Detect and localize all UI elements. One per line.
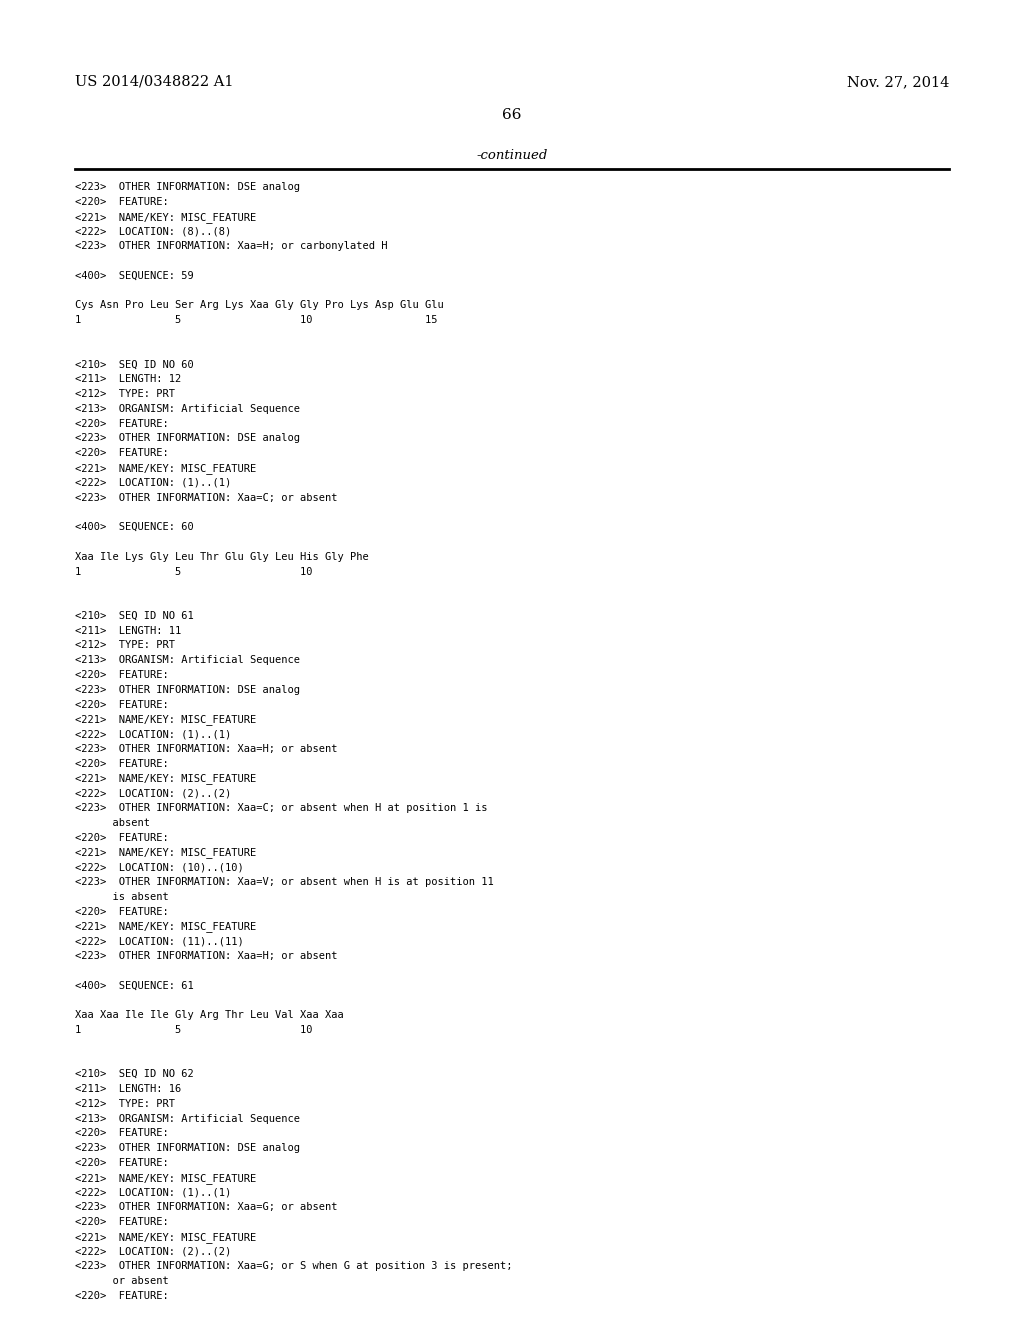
Text: or absent: or absent [75, 1276, 169, 1286]
Text: Xaa Ile Lys Gly Leu Thr Glu Gly Leu His Gly Phe: Xaa Ile Lys Gly Leu Thr Glu Gly Leu His … [75, 552, 369, 562]
Text: <212>  TYPE: PRT: <212> TYPE: PRT [75, 1098, 175, 1109]
Text: <223>  OTHER INFORMATION: DSE analog: <223> OTHER INFORMATION: DSE analog [75, 1143, 300, 1154]
Text: <223>  OTHER INFORMATION: Xaa=G; or S when G at position 3 is present;: <223> OTHER INFORMATION: Xaa=G; or S whe… [75, 1262, 512, 1271]
Text: Nov. 27, 2014: Nov. 27, 2014 [847, 75, 949, 88]
Text: <212>  TYPE: PRT: <212> TYPE: PRT [75, 389, 175, 399]
Text: <223>  OTHER INFORMATION: Xaa=G; or absent: <223> OTHER INFORMATION: Xaa=G; or absen… [75, 1203, 337, 1212]
Text: Xaa Xaa Ile Ile Gly Arg Thr Leu Val Xaa Xaa: Xaa Xaa Ile Ile Gly Arg Thr Leu Val Xaa … [75, 1010, 343, 1020]
Text: <213>  ORGANISM: Artificial Sequence: <213> ORGANISM: Artificial Sequence [75, 1114, 300, 1123]
Text: <222>  LOCATION: (1)..(1): <222> LOCATION: (1)..(1) [75, 1188, 231, 1197]
Text: <220>  FEATURE:: <220> FEATURE: [75, 1129, 169, 1138]
Text: <221>  NAME/KEY: MISC_FEATURE: <221> NAME/KEY: MISC_FEATURE [75, 774, 256, 784]
Text: <220>  FEATURE:: <220> FEATURE: [75, 759, 169, 768]
Text: 1               5                   10: 1 5 10 [75, 566, 312, 577]
Text: <223>  OTHER INFORMATION: Xaa=H; or absent: <223> OTHER INFORMATION: Xaa=H; or absen… [75, 744, 337, 754]
Text: <220>  FEATURE:: <220> FEATURE: [75, 1217, 169, 1228]
Text: <221>  NAME/KEY: MISC_FEATURE: <221> NAME/KEY: MISC_FEATURE [75, 211, 256, 223]
Text: <221>  NAME/KEY: MISC_FEATURE: <221> NAME/KEY: MISC_FEATURE [75, 1172, 256, 1184]
Text: US 2014/0348822 A1: US 2014/0348822 A1 [75, 75, 233, 88]
Text: <222>  LOCATION: (11)..(11): <222> LOCATION: (11)..(11) [75, 936, 244, 946]
Text: <223>  OTHER INFORMATION: DSE analog: <223> OTHER INFORMATION: DSE analog [75, 182, 300, 193]
Text: <223>  OTHER INFORMATION: Xaa=C; or absent: <223> OTHER INFORMATION: Xaa=C; or absen… [75, 492, 337, 503]
Text: <210>  SEQ ID NO 61: <210> SEQ ID NO 61 [75, 611, 194, 620]
Text: <210>  SEQ ID NO 62: <210> SEQ ID NO 62 [75, 1069, 194, 1080]
Text: <220>  FEATURE:: <220> FEATURE: [75, 700, 169, 710]
Text: <223>  OTHER INFORMATION: Xaa=H; or carbonylated H: <223> OTHER INFORMATION: Xaa=H; or carbo… [75, 242, 387, 251]
Text: <221>  NAME/KEY: MISC_FEATURE: <221> NAME/KEY: MISC_FEATURE [75, 1232, 256, 1242]
Text: 1               5                   10: 1 5 10 [75, 1024, 312, 1035]
Text: <400>  SEQUENCE: 61: <400> SEQUENCE: 61 [75, 981, 194, 990]
Text: <220>  FEATURE:: <220> FEATURE: [75, 907, 169, 916]
Text: <211>  LENGTH: 11: <211> LENGTH: 11 [75, 626, 181, 636]
Text: <211>  LENGTH: 16: <211> LENGTH: 16 [75, 1084, 181, 1094]
Text: <220>  FEATURE:: <220> FEATURE: [75, 418, 169, 429]
Text: <213>  ORGANISM: Artificial Sequence: <213> ORGANISM: Artificial Sequence [75, 404, 300, 414]
Text: <223>  OTHER INFORMATION: Xaa=V; or absent when H is at position 11: <223> OTHER INFORMATION: Xaa=V; or absen… [75, 876, 494, 887]
Text: <221>  NAME/KEY: MISC_FEATURE: <221> NAME/KEY: MISC_FEATURE [75, 714, 256, 725]
Text: absent: absent [75, 818, 150, 828]
Text: <221>  NAME/KEY: MISC_FEATURE: <221> NAME/KEY: MISC_FEATURE [75, 921, 256, 932]
Text: 66: 66 [502, 108, 522, 121]
Text: <223>  OTHER INFORMATION: DSE analog: <223> OTHER INFORMATION: DSE analog [75, 433, 300, 444]
Text: is absent: is absent [75, 892, 169, 902]
Text: <222>  LOCATION: (2)..(2): <222> LOCATION: (2)..(2) [75, 1246, 231, 1257]
Text: <222>  LOCATION: (10)..(10): <222> LOCATION: (10)..(10) [75, 862, 244, 873]
Text: <220>  FEATURE:: <220> FEATURE: [75, 449, 169, 458]
Text: <400>  SEQUENCE: 59: <400> SEQUENCE: 59 [75, 271, 194, 281]
Text: <223>  OTHER INFORMATION: Xaa=C; or absent when H at position 1 is: <223> OTHER INFORMATION: Xaa=C; or absen… [75, 803, 487, 813]
Text: <220>  FEATURE:: <220> FEATURE: [75, 197, 169, 207]
Text: Cys Asn Pro Leu Ser Arg Lys Xaa Gly Gly Pro Lys Asp Glu Glu: Cys Asn Pro Leu Ser Arg Lys Xaa Gly Gly … [75, 301, 443, 310]
Text: <222>  LOCATION: (1)..(1): <222> LOCATION: (1)..(1) [75, 729, 231, 739]
Text: <222>  LOCATION: (8)..(8): <222> LOCATION: (8)..(8) [75, 227, 231, 236]
Text: <220>  FEATURE:: <220> FEATURE: [75, 671, 169, 680]
Text: <211>  LENGTH: 12: <211> LENGTH: 12 [75, 375, 181, 384]
Text: <223>  OTHER INFORMATION: Xaa=H; or absent: <223> OTHER INFORMATION: Xaa=H; or absen… [75, 950, 337, 961]
Text: <210>  SEQ ID NO 60: <210> SEQ ID NO 60 [75, 359, 194, 370]
Text: <220>  FEATURE:: <220> FEATURE: [75, 833, 169, 842]
Text: <220>  FEATURE:: <220> FEATURE: [75, 1291, 169, 1302]
Text: -continued: -continued [476, 149, 548, 162]
Text: <213>  ORGANISM: Artificial Sequence: <213> ORGANISM: Artificial Sequence [75, 655, 300, 665]
Text: <212>  TYPE: PRT: <212> TYPE: PRT [75, 640, 175, 651]
Text: <222>  LOCATION: (2)..(2): <222> LOCATION: (2)..(2) [75, 788, 231, 799]
Text: 1               5                   10                  15: 1 5 10 15 [75, 315, 437, 325]
Text: <221>  NAME/KEY: MISC_FEATURE: <221> NAME/KEY: MISC_FEATURE [75, 847, 256, 858]
Text: <221>  NAME/KEY: MISC_FEATURE: <221> NAME/KEY: MISC_FEATURE [75, 463, 256, 474]
Text: <400>  SEQUENCE: 60: <400> SEQUENCE: 60 [75, 523, 194, 532]
Text: <220>  FEATURE:: <220> FEATURE: [75, 1158, 169, 1168]
Text: <222>  LOCATION: (1)..(1): <222> LOCATION: (1)..(1) [75, 478, 231, 488]
Text: <223>  OTHER INFORMATION: DSE analog: <223> OTHER INFORMATION: DSE analog [75, 685, 300, 694]
